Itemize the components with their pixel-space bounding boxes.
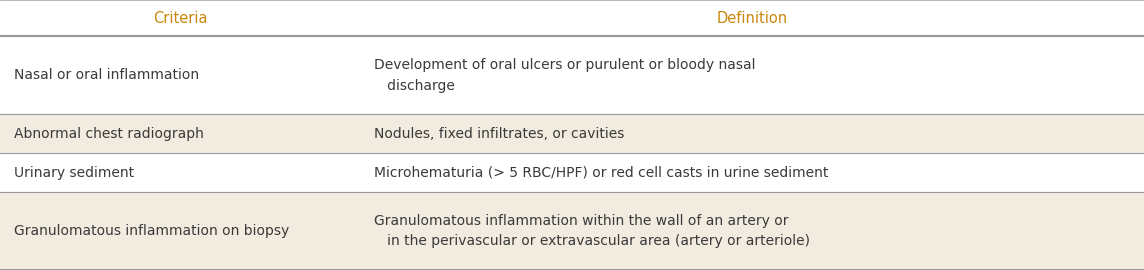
Text: Development of oral ulcers or purulent or bloody nasal
   discharge: Development of oral ulcers or purulent o… <box>374 58 755 93</box>
Text: Granulomatous inflammation within the wall of an artery or
   in the perivascula: Granulomatous inflammation within the wa… <box>374 214 810 248</box>
Text: Granulomatous inflammation on biopsy: Granulomatous inflammation on biopsy <box>14 224 289 238</box>
Text: Abnormal chest radiograph: Abnormal chest radiograph <box>14 127 204 141</box>
Text: Urinary sediment: Urinary sediment <box>14 166 134 180</box>
Text: Criteria: Criteria <box>153 11 207 26</box>
Bar <box>0 192 1144 270</box>
Text: Microhematuria (> 5 RBC/HPF) or red cell casts in urine sediment: Microhematuria (> 5 RBC/HPF) or red cell… <box>374 166 828 180</box>
Bar <box>0 114 1144 153</box>
Text: Nodules, fixed infiltrates, or cavities: Nodules, fixed infiltrates, or cavities <box>374 127 625 141</box>
Text: Nasal or oral inflammation: Nasal or oral inflammation <box>14 68 199 82</box>
Bar <box>0 153 1144 192</box>
Text: Definition: Definition <box>716 11 788 26</box>
Bar <box>0 36 1144 114</box>
